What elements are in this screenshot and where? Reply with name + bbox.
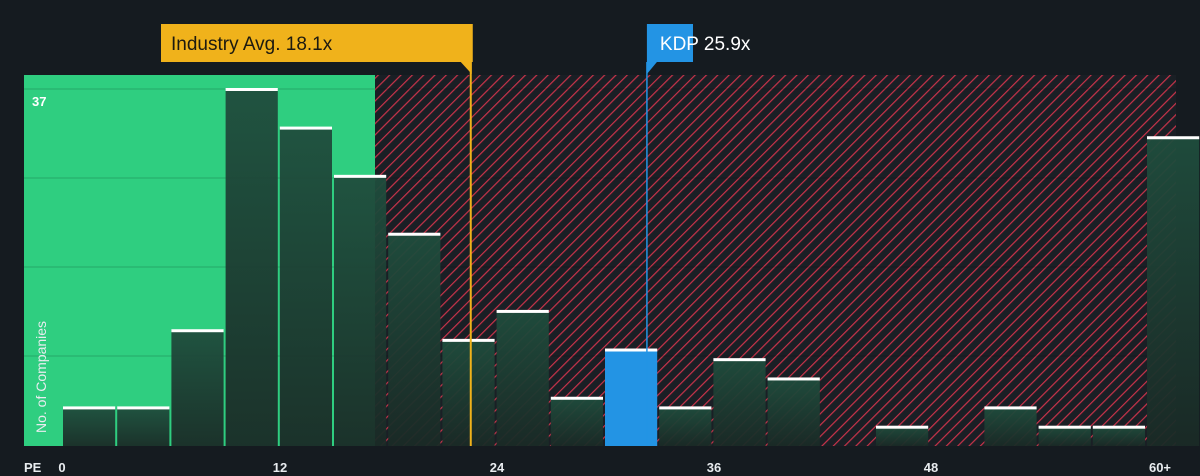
- bar-cap: [1147, 136, 1200, 140]
- bar-cap: [659, 406, 712, 410]
- bar-cap: [767, 377, 820, 381]
- histogram-bar: [550, 397, 603, 446]
- histogram-bar: [388, 233, 441, 446]
- histogram-bar: [713, 359, 766, 446]
- histogram-bar: [1147, 137, 1200, 447]
- histogram-bar: [984, 407, 1037, 446]
- company-pe-callout: [646, 24, 693, 62]
- y-axis-label: No. of Companies: [33, 321, 49, 433]
- x-tick-label: 60+: [1149, 460, 1171, 475]
- bar-cap: [496, 309, 549, 313]
- bar-cap: [388, 232, 441, 236]
- bar-cap: [442, 338, 495, 342]
- bar-cap: [63, 406, 116, 410]
- bar-cap: [171, 329, 224, 333]
- histogram-bar: [876, 426, 929, 446]
- histogram-bar: [63, 407, 116, 446]
- x-tick-label: 24: [490, 460, 505, 475]
- bar-cap: [334, 174, 387, 178]
- bar-cap: [984, 406, 1037, 410]
- x-tick-label: 0: [58, 460, 65, 475]
- histogram-bar: [659, 407, 712, 446]
- company-pe-pointer: [646, 62, 657, 74]
- bar-cap: [713, 358, 766, 362]
- bar-cap: [550, 396, 603, 400]
- histogram-bar: [279, 127, 332, 446]
- x-tick-label: 48: [924, 460, 938, 475]
- y-max-label: 37: [32, 94, 46, 109]
- x-tick-label: 12: [273, 460, 287, 475]
- x-axis-label: PE: [24, 460, 42, 475]
- industry-avg-pointer: [460, 62, 472, 74]
- industry-avg-label: Industry Avg. 18.1x: [171, 34, 333, 55]
- histogram-bar: [442, 339, 495, 446]
- x-tick-label: 36: [707, 460, 721, 475]
- histogram-bar: [1092, 426, 1145, 446]
- industry-avg-callout: [161, 24, 473, 62]
- histogram-bar: [496, 310, 549, 446]
- bar-cap: [605, 348, 658, 352]
- histogram-bar: [767, 378, 820, 446]
- histogram-bar: [1038, 426, 1091, 446]
- bar-cap: [225, 88, 278, 91]
- histogram-bar: [225, 89, 278, 446]
- bar-cap: [1092, 425, 1145, 429]
- bar-cap: [1038, 425, 1091, 429]
- company-bar: [605, 349, 658, 446]
- histogram-bar: [171, 330, 224, 446]
- bar-cap: [876, 425, 929, 429]
- bar-cap: [279, 126, 332, 130]
- histogram-bar: [334, 175, 387, 447]
- company-pe-label: KDP 25.9x: [660, 34, 751, 55]
- bar-cap: [117, 406, 170, 410]
- histogram-bar: [117, 407, 170, 446]
